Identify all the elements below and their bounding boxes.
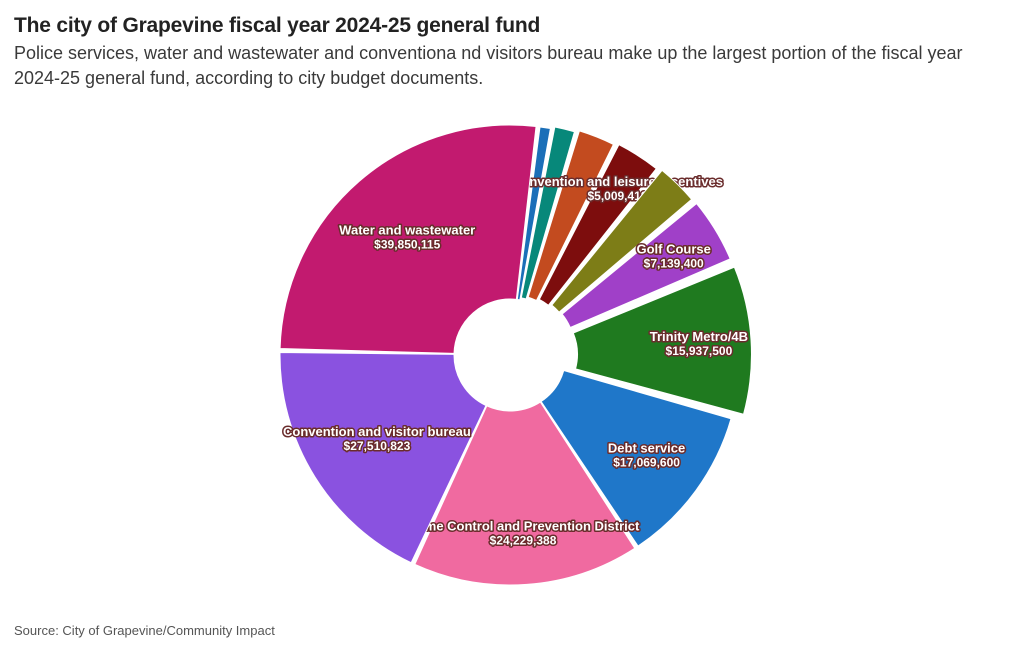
slice-label: Convention and leisure incentives [512,174,723,189]
slice-label: Trinity Metro/4B [650,329,748,344]
source-attribution: Source: City of Grapevine/Community Impa… [14,623,275,638]
slice-label: Convention and visitor bureau [283,424,471,439]
slice-amount: $39,850,115 [374,238,440,252]
slice-label: Golf Course [636,241,710,256]
slice-label: Crime Control and Prevention District [407,518,640,533]
slice-amount: $27,510,823 [344,439,411,453]
slice-amount: $17,069,600 [613,456,680,470]
slice-amount: $7,139,400 [644,256,704,270]
pie-svg: Convention and leisure incentives$5,009,… [150,105,870,605]
slice-label: Water and wastewater [339,223,475,238]
chart-subtitle: Police services, water and wastewater an… [14,41,994,90]
slice-label: Debt service [608,441,685,456]
figure-container: The city of Grapevine fiscal year 2024-2… [0,0,1020,650]
slice-amount: $24,229,388 [490,533,557,547]
chart-title: The city of Grapevine fiscal year 2024-2… [14,12,1006,39]
pie-chart: Convention and leisure incentives$5,009,… [0,100,1020,610]
slice-amount: $15,937,500 [666,344,733,358]
